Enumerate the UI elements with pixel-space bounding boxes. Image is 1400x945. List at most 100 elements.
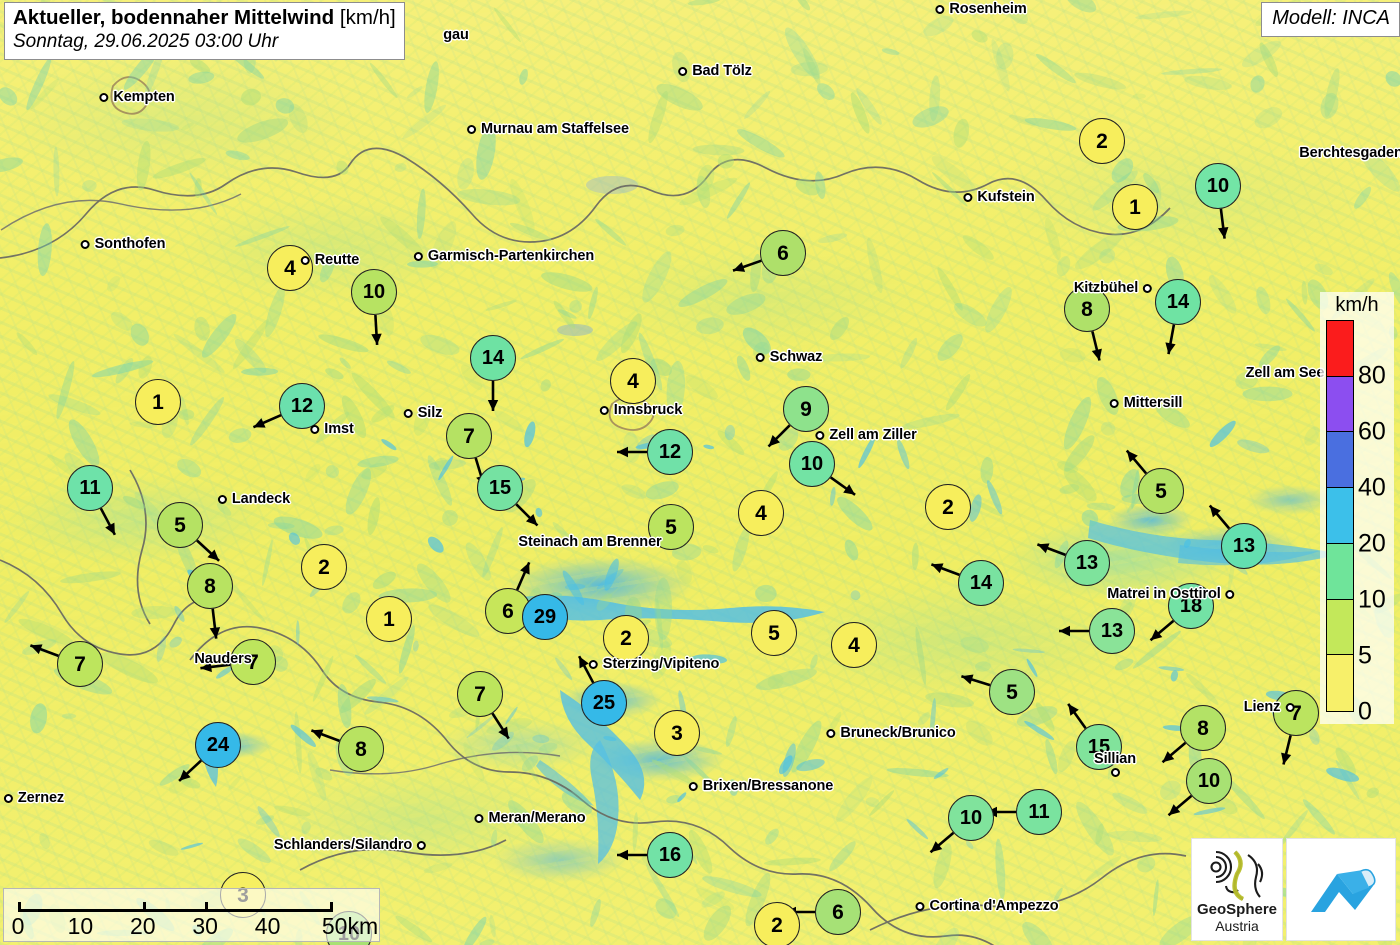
wind-station-marker[interactable]: 7 [57,641,103,687]
wind-station-marker[interactable]: 8 [1064,286,1110,332]
wind-station-marker[interactable]: 12 [279,383,325,429]
wind-station-marker[interactable]: 11 [1016,789,1062,835]
wind-station-marker[interactable]: 1 [135,379,181,425]
wind-station-marker[interactable]: 13 [1089,608,1135,654]
city-marker[interactable]: Kitzbühel [1074,280,1153,296]
city-marker[interactable]: Kempten [99,89,175,105]
wind-station-marker[interactable]: 8 [187,563,233,609]
city-marker[interactable]: Nauders [194,651,251,667]
city-marker[interactable]: Berchtesgaden [1299,145,1400,161]
wind-station-marker[interactable]: 7 [1273,690,1319,736]
legend-tick-label: 40 [1358,473,1386,502]
wind-station-marker[interactable]: 14 [958,560,1004,606]
city-dot-icon [80,239,90,249]
city-marker[interactable]: Sonthofen [80,236,165,252]
page-title: Aktueller, bodennaher Mittelwind [km/h] [13,6,396,30]
wind-station-marker[interactable]: 15 [477,465,523,511]
city-marker[interactable]: gau [443,27,469,43]
chevron-logo-card [1286,838,1396,941]
city-marker[interactable]: Schwaz [755,349,822,365]
title-box: Aktueller, bodennaher Mittelwind [km/h] … [4,2,405,60]
wind-station-marker[interactable]: 7 [457,671,503,717]
wind-station-marker[interactable]: 7 [230,639,276,685]
city-marker[interactable]: Sillian [1094,751,1136,777]
wind-station-marker[interactable]: 14 [470,335,516,381]
wind-station-marker[interactable]: 8 [338,726,384,772]
wind-station-marker[interactable]: 2 [301,544,347,590]
city-dot-icon [599,405,609,415]
wind-station-marker[interactable]: 7 [446,413,492,459]
city-marker[interactable]: Murnau am Staffelsee [467,121,629,137]
city-dot-icon [99,92,109,102]
wind-station-marker[interactable]: 2 [925,484,971,530]
model-box: Modell: INCA [1261,2,1400,37]
city-marker[interactable]: Cortina d'Ampezzo [915,898,1059,914]
wind-station-marker[interactable]: 12 [647,429,693,475]
city-marker[interactable]: Zell am Ziller [815,427,917,443]
city-label: Lienz [1243,699,1281,715]
wind-station-marker[interactable]: 10 [948,795,994,841]
city-marker[interactable]: Silz [403,405,442,421]
city-marker[interactable]: Steinach am Brenner [518,534,661,550]
wind-station-marker[interactable]: 15 [1076,724,1122,770]
wind-station-marker[interactable]: 29 [522,594,568,640]
wind-station-marker[interactable]: 5 [751,610,797,656]
wind-station-marker[interactable]: 6 [760,230,806,276]
city-marker[interactable]: Brixen/Bressanone [688,778,833,794]
wind-station-marker[interactable]: 5 [157,502,203,548]
city-marker[interactable]: Sterzing/Vipiteno [588,656,719,672]
wind-station-marker[interactable]: 13 [1064,540,1110,586]
wind-station-marker[interactable]: 10 [1186,758,1232,804]
wind-station-marker[interactable]: 2 [1079,118,1125,164]
city-marker[interactable]: Schlanders/Silandro [274,837,427,853]
city-marker[interactable]: Lienz [1244,699,1295,715]
scale-label: 30 [192,913,218,939]
wind-station-marker[interactable]: 8 [1180,705,1226,751]
city-dot-icon [935,4,945,14]
geosphere-sub: Austria [1215,917,1259,934]
scale-label: 0 [11,913,25,939]
wind-station-marker[interactable]: 10 [1195,163,1241,209]
city-marker[interactable]: Mittersill [1109,395,1182,411]
wind-station-marker[interactable]: 5 [1138,468,1184,514]
legend-colorbar [1326,320,1354,712]
city-marker[interactable]: Zernez [3,790,64,806]
city-marker[interactable]: Landeck [217,491,290,507]
wind-station-marker[interactable]: 1 [1112,184,1158,230]
wind-station-marker[interactable]: 24 [195,722,241,768]
wind-station-marker[interactable]: 6 [815,889,861,935]
wind-station-marker[interactable]: 5 [648,504,694,550]
wind-station-marker[interactable]: 13 [1221,523,1267,569]
wind-station-marker[interactable]: 2 [754,902,800,945]
city-marker[interactable]: Innsbruck [599,402,682,418]
city-marker[interactable]: Matrei in Osttirol [1107,586,1235,602]
city-marker[interactable]: Bruneck/Brunico [826,725,956,741]
model-label: Modell: INCA [1272,7,1390,29]
legend-segment [1327,599,1353,656]
wind-station-marker[interactable]: 10 [351,269,397,315]
city-marker[interactable]: Meran/Merano [474,810,586,826]
wind-station-marker[interactable]: 9 [783,386,829,432]
wind-station-marker[interactable]: 1 [366,596,412,642]
city-marker[interactable]: Imst [310,421,354,437]
wind-station-marker[interactable]: 4 [610,358,656,404]
wind-station-marker[interactable]: 4 [831,622,877,668]
city-marker[interactable]: Garmisch-Partenkirchen [413,248,594,264]
wind-station-marker[interactable]: 11 [67,465,113,511]
wind-station-marker[interactable]: 4 [738,490,784,536]
wind-station-marker[interactable]: 16 [647,832,693,878]
wind-station-marker[interactable]: 10 [789,441,835,487]
wind-station-marker[interactable]: 14 [1155,279,1201,325]
city-dot-icon [300,255,310,265]
wind-station-marker[interactable]: 25 [581,680,627,726]
wind-station-marker[interactable]: 2 [603,615,649,661]
wind-station-marker[interactable]: 5 [989,669,1035,715]
city-marker[interactable]: Reutte [300,252,359,268]
city-marker[interactable]: Bad Tölz [678,63,752,79]
wind-station-marker[interactable]: 4 [267,245,313,291]
wind-station-marker[interactable]: 18 [1168,583,1214,629]
wind-station-marker[interactable]: 3 [654,710,700,756]
city-dot-icon [1285,702,1295,712]
city-marker[interactable]: Kufstein [963,189,1035,205]
city-marker[interactable]: Rosenheim [935,1,1027,17]
